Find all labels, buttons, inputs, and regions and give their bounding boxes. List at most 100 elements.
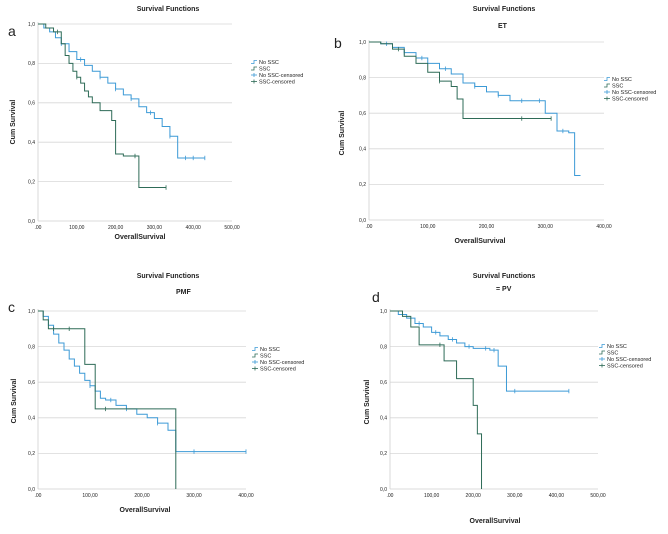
y-tick-label: 0,8 (380, 344, 387, 350)
x-tick-label: .00 (35, 493, 42, 499)
panel-label: a (8, 23, 16, 39)
y-tick-label: 0,6 (380, 380, 387, 386)
x-tick-label: .00 (387, 493, 394, 499)
legend-entry: No SSC (612, 77, 632, 83)
y-axis-label: Cum Survival (339, 111, 346, 156)
y-tick-label: 0,6 (359, 111, 366, 117)
chart-subtitle: PMF (176, 289, 192, 296)
x-tick-label: 100,00 (82, 493, 98, 499)
km-line-no-ssc (369, 41, 581, 176)
legend-entry: No SSC (259, 60, 279, 66)
panel-c: Survival Functions PMF c 0,0 0,2 0,4 0,6 0,8 1,0… (8, 273, 304, 514)
panel-label: b (334, 35, 342, 51)
y-tick-label: 0,4 (28, 416, 35, 422)
panel-d: Survival Functions = PV d 0,0 0,2 0,4 0,6 0,8 1,… (364, 273, 651, 525)
legend-swatch (252, 347, 258, 351)
y-tick-label: 0,2 (359, 182, 366, 188)
y-tick-label: 0,8 (28, 61, 35, 67)
panel-a: Survival Functions a 0,0 0,2 0,4 0,6 0,8 1,0 .00… (8, 6, 303, 241)
x-tick-label: 300,00 (538, 224, 554, 230)
y-tick-label: 0,6 (28, 101, 35, 107)
y-tick-label: 1,0 (28, 309, 35, 315)
panel-label: d (372, 289, 380, 305)
chart-subtitle: ET (498, 23, 508, 30)
y-tick-label: 0,4 (359, 147, 366, 153)
legend-entry: No SSC-censored (607, 357, 651, 363)
x-tick-label: 200,00 (479, 224, 495, 230)
y-tick-label: 0,0 (28, 219, 35, 225)
legend-swatch (599, 350, 605, 355)
y-tick-label: 0,0 (380, 487, 387, 493)
x-tick-label: 400,00 (238, 493, 254, 499)
x-axis-label: OverallSurvival (470, 518, 521, 525)
x-tick-label: 500,00 (224, 225, 240, 231)
legend-entry: SSC (612, 84, 623, 90)
x-tick-label: 100,00 (69, 225, 85, 231)
legend-swatch (604, 77, 610, 81)
x-tick-label: .00 (35, 225, 42, 231)
x-tick-label: 200,00 (466, 493, 482, 499)
chart-title: Survival Functions (137, 273, 200, 280)
y-tick-label: 1,0 (380, 309, 387, 315)
legend-swatch (604, 83, 610, 88)
km-line-ssc (369, 41, 552, 120)
x-axis-label: OverallSurvival (455, 238, 506, 245)
x-tick-label: 400,00 (549, 493, 565, 499)
legend-entry: No SSC (607, 344, 627, 350)
panel-label: c (8, 299, 15, 315)
x-tick-label: 400,00 (186, 225, 202, 231)
y-axis-label: Cum Survival (364, 380, 371, 425)
x-tick-label: 300,00 (147, 225, 163, 231)
x-axis-label: OverallSurvival (120, 507, 171, 514)
y-tick-label: 0,8 (359, 75, 366, 81)
legend-entry: No SSC-censored (260, 360, 304, 366)
x-axis-label: OverallSurvival (115, 234, 166, 241)
x-tick-label: 500,00 (590, 493, 606, 499)
x-tick-label: 100,00 (420, 224, 436, 230)
y-tick-label: 0,6 (28, 380, 35, 386)
x-tick-label: 300,00 (186, 493, 202, 499)
km-line-no-ssc (38, 310, 246, 453)
legend-entry: SSC-censored (259, 80, 295, 86)
y-tick-label: 0,4 (380, 416, 387, 422)
legend-swatch (599, 344, 605, 348)
y-tick-label: 0,0 (359, 218, 366, 224)
y-axis-label: Cum Survival (11, 379, 18, 424)
legend-entry: No SSC-censored (259, 73, 303, 79)
legend-swatch (251, 66, 257, 71)
y-tick-label: 0,4 (28, 140, 35, 146)
y-tick-label: 1,0 (359, 40, 366, 46)
legend-entry: No SSC-censored (612, 90, 656, 96)
legend-entry: SSC-censored (607, 364, 643, 370)
y-tick-label: 0,0 (28, 487, 35, 493)
legend-entry: No SSC (260, 347, 280, 353)
chart-subtitle: = PV (496, 286, 512, 293)
x-tick-label: .00 (366, 224, 373, 230)
legend-entry: SSC (607, 351, 618, 357)
legend-entry: SSC-censored (260, 367, 296, 373)
y-tick-label: 0,8 (28, 344, 35, 350)
legend-swatch (251, 60, 257, 64)
chart-title: Survival Functions (137, 6, 200, 13)
km-line-ssc (390, 310, 483, 489)
chart-title: Survival Functions (473, 273, 536, 280)
km-line-no-ssc (38, 23, 205, 159)
y-axis-label: Cum Survival (10, 100, 17, 145)
chart-title: Survival Functions (473, 6, 536, 13)
x-tick-label: 400,00 (596, 224, 612, 230)
legend-entry: SSC (259, 67, 270, 73)
x-tick-label: 100,00 (424, 493, 440, 499)
km-line-no-ssc (390, 310, 569, 392)
x-tick-label: 200,00 (134, 493, 150, 499)
km-line-ssc (38, 310, 177, 489)
y-tick-label: 0,2 (380, 451, 387, 457)
legend-entry: SSC-censored (612, 97, 648, 103)
y-tick-label: 0,2 (28, 451, 35, 457)
panel-b: Survival Functions ET b 0,0 0,2 0,4 0,6 0,8 1,0.… (334, 6, 656, 245)
x-tick-label: 300,00 (507, 493, 523, 499)
